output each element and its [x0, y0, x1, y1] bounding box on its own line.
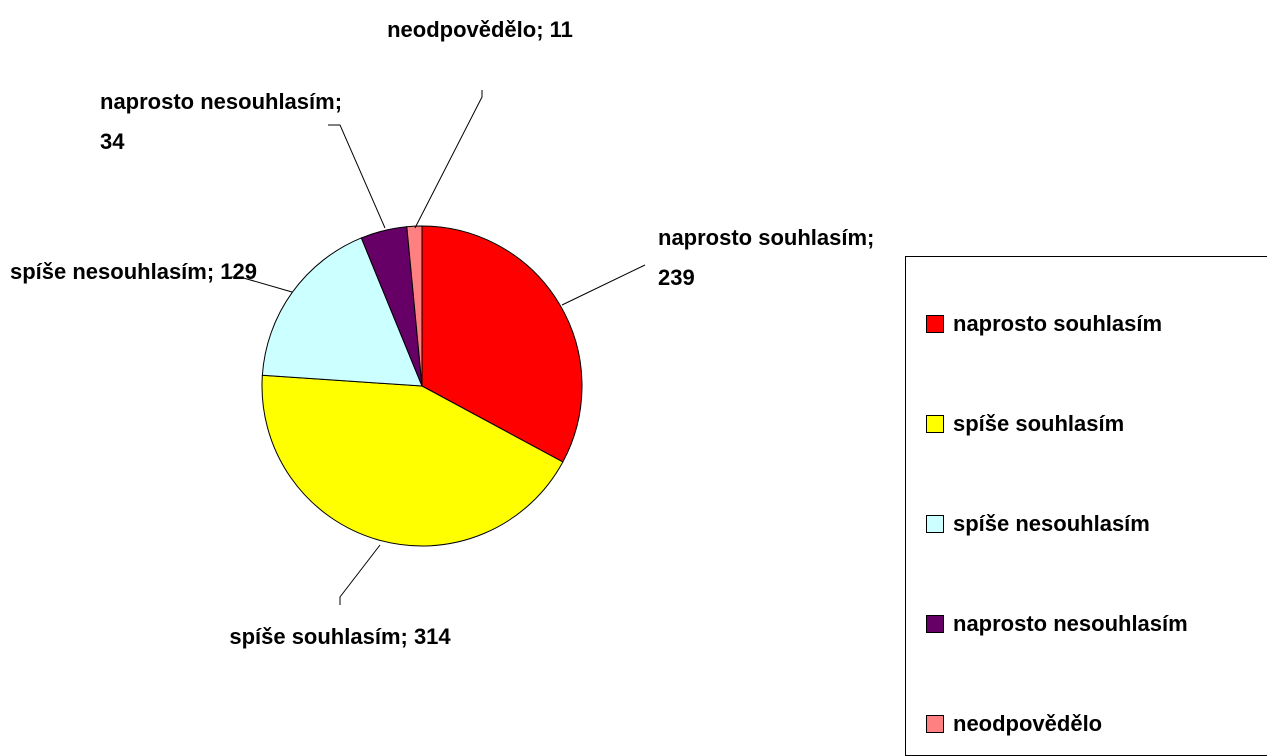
legend-item: spíše nesouhlasím	[926, 511, 1150, 537]
leader-line	[230, 276, 293, 293]
pie-slice	[261, 237, 423, 387]
leader-line	[414, 90, 483, 229]
legend-item: naprosto nesouhlasím	[926, 611, 1188, 637]
legend-swatch	[926, 615, 944, 633]
legend-swatch	[926, 515, 944, 533]
legend: naprosto souhlasím spíše souhlasím spíše n…	[905, 256, 1267, 756]
legend-swatch	[926, 715, 944, 733]
data-label: naprosto souhlasím; 239	[658, 225, 875, 290]
legend-item: spíše souhlasím	[926, 411, 1124, 437]
legend-swatch	[926, 315, 944, 333]
pie-slice	[421, 225, 583, 463]
legend-item: naprosto souhlasím	[926, 311, 1162, 337]
data-label: spíše nesouhlasím; 129	[10, 259, 257, 284]
leader-line	[339, 544, 381, 605]
leader-line	[561, 264, 646, 306]
leader-line	[328, 124, 386, 229]
legend-swatch	[926, 415, 944, 433]
legend-label: naprosto nesouhlasím	[953, 611, 1188, 636]
pie-slice	[261, 374, 564, 547]
data-label: neodpovědělo; 11	[387, 17, 573, 42]
legend-label: spíše nesouhlasím	[953, 511, 1150, 536]
data-label: naprosto nesouhlasím; 34	[100, 89, 343, 154]
legend-label: naprosto souhlasím	[953, 311, 1163, 336]
pie-slice	[406, 225, 423, 387]
legend-label: neodpovědělo	[953, 711, 1103, 736]
data-label: spíše souhlasím; 314	[229, 624, 451, 649]
legend-item: neodpovědělo	[926, 711, 1102, 737]
legend-label: spíše souhlasím	[953, 411, 1125, 436]
